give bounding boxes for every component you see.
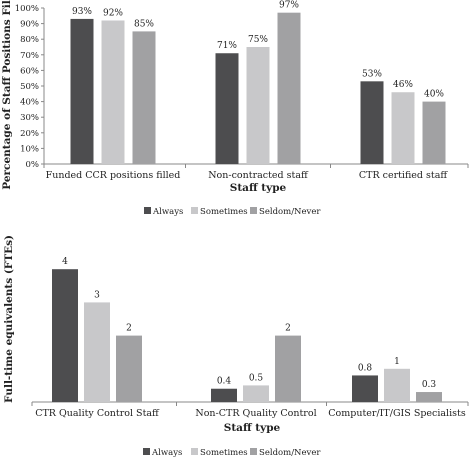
category-label: Non-CTR Quality Control — [195, 408, 316, 419]
y-tick-label: 100% — [15, 4, 39, 14]
data-label: 0.3 — [422, 380, 437, 390]
bar-sometimes — [391, 92, 415, 164]
data-label: 0.8 — [358, 363, 373, 373]
bar-sometimes — [84, 302, 110, 402]
chart-fte: 4 3 2 CTR Quality Control Staff 0.4 0.5 2 Non-C… — [3, 235, 469, 458]
category-label: Funded CCR positions filled — [46, 170, 181, 181]
data-label: 46% — [393, 80, 413, 90]
bar-seldom-never — [416, 392, 442, 402]
y-tick-label: 20% — [20, 129, 39, 139]
legend-swatch — [144, 207, 151, 214]
category-label: CTR Quality Control Staff — [35, 408, 160, 419]
data-label: 71% — [217, 41, 237, 51]
category-label: Non-contracted staff — [208, 170, 309, 181]
data-label: 0.4 — [217, 377, 232, 387]
data-label: 3 — [94, 290, 100, 300]
bar-seldom-never — [132, 31, 156, 165]
legend-swatch — [250, 207, 257, 214]
data-label: 93% — [72, 7, 92, 17]
y-tick-label: 60% — [20, 66, 39, 76]
data-label: 40% — [424, 90, 444, 100]
bar-seldom-never — [116, 335, 142, 402]
bar-sometimes — [384, 368, 410, 402]
legend-entry: Seldom/Never — [259, 448, 321, 458]
y-tick-label: 30% — [20, 113, 39, 123]
legend-entry: Seldom/Never — [259, 207, 321, 217]
data-label: 53% — [362, 69, 382, 79]
data-label: 2 — [285, 324, 291, 334]
data-label: 1 — [394, 357, 400, 367]
legend-entry: Sometimes — [200, 207, 248, 217]
category-label: Computer/IT/GIS Specialists — [328, 408, 466, 419]
data-label: 0.5 — [249, 373, 264, 383]
data-label: 4 — [62, 257, 68, 267]
bar-always — [70, 18, 94, 165]
bar-seldom-never — [277, 12, 301, 165]
data-label: 92% — [103, 8, 123, 18]
legend-swatch — [191, 207, 198, 214]
bar-seldom-never — [275, 335, 301, 402]
legend-entry: Sometimes — [200, 448, 248, 458]
y-tick-label: 10% — [20, 144, 39, 154]
bar-sometimes — [101, 20, 125, 165]
bar-sometimes — [243, 385, 269, 402]
legend-swatch — [191, 448, 198, 455]
bar-always — [211, 388, 237, 402]
bar-always — [352, 375, 378, 402]
data-label: 97% — [279, 1, 299, 11]
chart-staff-positions-filled: 0% 10% 20% 30% 40% 50% 60% 70% 80% 90% 100% 93% 92% 8… — [1, 0, 469, 217]
y-tick-label: 40% — [20, 98, 39, 108]
legend-swatch — [250, 448, 257, 455]
legend-entry: Always — [152, 207, 183, 217]
y-axis-title: Full-time equivalents (FTEs) — [3, 235, 15, 403]
y-tick-label: 0% — [26, 160, 40, 170]
data-label: 75% — [248, 35, 268, 45]
x-axis-title: Staff type — [230, 182, 287, 194]
category-label: CTR certified staff — [359, 170, 449, 181]
legend-swatch — [143, 448, 150, 455]
y-axis-title: Percentage of Staff Positions Filled — [1, 0, 13, 190]
bar-sometimes — [246, 47, 270, 164]
x-axis-title: Staff type — [224, 422, 281, 434]
y-tick-label: 80% — [20, 35, 39, 45]
y-tick-label: 90% — [20, 20, 39, 30]
bar-seldom-never — [422, 101, 446, 164]
y-tick-label: 70% — [20, 51, 39, 61]
legend-entry: Always — [151, 448, 182, 458]
bar-always — [52, 269, 78, 402]
bar-always — [215, 53, 239, 164]
bar-always — [360, 81, 384, 164]
data-label: 2 — [126, 324, 132, 334]
y-tick-label: 50% — [20, 82, 39, 92]
data-label: 85% — [134, 19, 154, 29]
